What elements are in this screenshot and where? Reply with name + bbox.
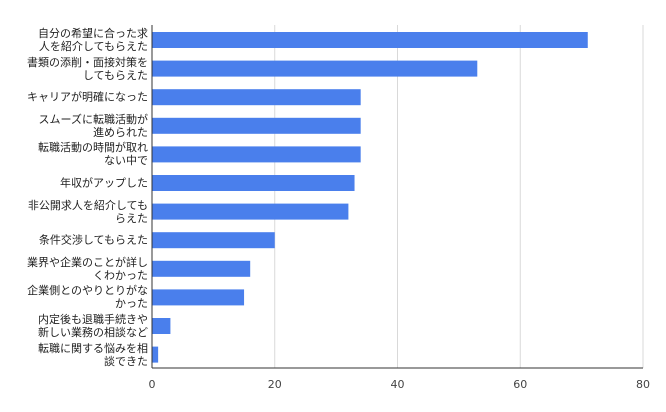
x-tick-label-80: 80 xyxy=(636,378,650,391)
x-tick-label-0: 0 xyxy=(149,378,156,391)
category-label-1: 自分の希望に合った求 人を紹介してもらえた xyxy=(38,27,148,53)
category-label-2: 書類の添削・面接対策を してもらえた xyxy=(27,55,148,82)
category-label-10: 企業側とのやりとりがな かった xyxy=(27,284,148,311)
bar-12 xyxy=(152,346,159,363)
category-label-7: 非公開求人を紹介しても らえた xyxy=(27,198,148,225)
bar-10 xyxy=(152,289,245,306)
bar-9 xyxy=(152,260,251,277)
category-label-11: 内定後も退職手続きや 新しい業務の相談など xyxy=(38,313,148,339)
category-label-12: 転職に関する悩みを相 談できた xyxy=(38,341,148,368)
category-label-8: 条件交渉してもらえた xyxy=(38,233,148,247)
bar-11 xyxy=(152,318,171,334)
category-label-5: 転職活動の時間が取れ ない中で xyxy=(38,141,148,168)
bar-5 xyxy=(152,146,361,163)
category-label-9: 業界や企業のことが詳し くわかった xyxy=(27,255,148,282)
bar-8 xyxy=(152,232,275,249)
bar-3 xyxy=(152,89,361,106)
x-tick-label-40: 40 xyxy=(391,378,405,391)
category-label-6: 年収がアップした xyxy=(60,176,148,190)
category-label-4: スムーズに転職活動が 進められた xyxy=(38,112,148,139)
bar-1 xyxy=(152,32,588,48)
bar-7 xyxy=(152,203,349,220)
category-label-3: キャリアが明確になった xyxy=(27,90,148,104)
bar-2 xyxy=(152,60,478,77)
x-tick-label-60: 60 xyxy=(513,378,527,391)
bar-6 xyxy=(152,175,355,191)
bar-4 xyxy=(152,117,361,134)
x-tick-label-20: 20 xyxy=(268,378,282,391)
